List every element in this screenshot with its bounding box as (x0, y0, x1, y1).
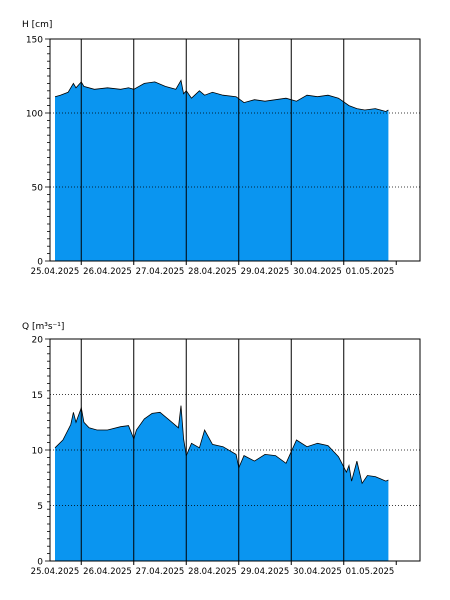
x-tick-label: 29.04.2025 (241, 567, 290, 577)
y-tick-label: 5 (37, 502, 43, 512)
y-tick-label: 0 (37, 258, 43, 268)
data-area (55, 80, 389, 262)
x-tick-label: 26.04.2025 (83, 267, 132, 277)
water-level-chart: H [cm] 25.04.2025 26.04.2025 27.04.2025 28.… (22, 20, 421, 277)
x-tick-label: 28.04.2025 (188, 267, 237, 277)
x-tick-label: 26.04.2025 (83, 567, 132, 577)
y-tick-label: 50 (32, 184, 44, 194)
data-area (55, 405, 389, 561)
y-tick-label: 100 (26, 110, 43, 120)
x-tick-label: 01.05.2025 (346, 267, 395, 277)
x-tick-label: 25.04.2025 (31, 267, 80, 277)
y-tick-label: 10 (32, 447, 44, 457)
x-tick-label: 30.04.2025 (293, 267, 342, 277)
plot-frame (49, 338, 421, 562)
y-tick-label: 0 (37, 558, 43, 568)
data-line (54, 79, 389, 112)
y-axis-label: H [cm] (22, 20, 52, 30)
y-tick-label: 15 (32, 391, 43, 401)
data-line (54, 405, 389, 485)
x-tick-label: 01.05.2025 (346, 567, 395, 577)
x-tick-label: 29.04.2025 (241, 267, 290, 277)
x-tick-label: 30.04.2025 (293, 567, 342, 577)
x-tick-label: 25.04.2025 (31, 567, 80, 577)
discharge-chart: Q [m³s⁻¹] 25.04.2025 26.04.2025 27.04.2025… (22, 322, 421, 577)
x-tick-label: 27.04.2025 (136, 267, 185, 277)
x-tick-label: 28.04.2025 (188, 567, 237, 577)
y-tick-label: 20 (32, 336, 44, 346)
y-tick-label: 150 (26, 36, 43, 46)
x-tick-label: 27.04.2025 (136, 567, 185, 577)
plot-frame (49, 38, 421, 262)
y-axis-label: Q [m³s⁻¹] (22, 322, 64, 332)
